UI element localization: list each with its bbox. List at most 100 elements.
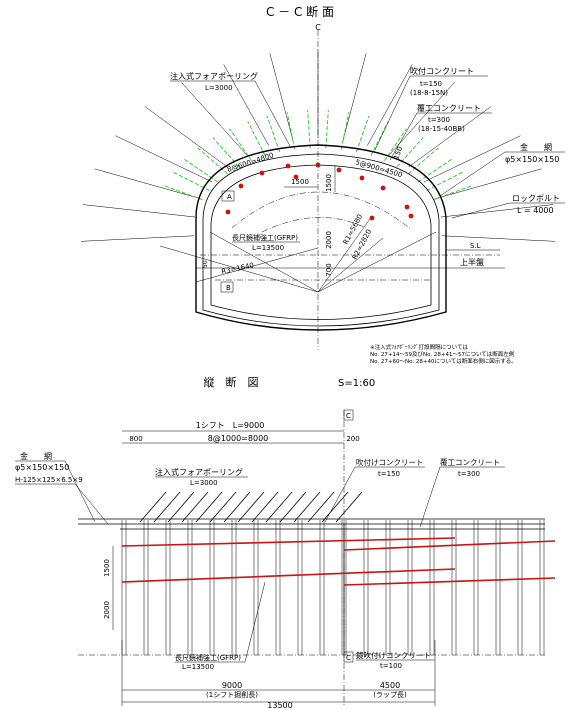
long-wire-label: 金 網	[20, 451, 52, 461]
long-shotcrete-leader-diag	[324, 466, 356, 523]
rockbolt-radial-line	[80, 235, 195, 242]
long-forepoling-length: L=3000	[190, 479, 218, 487]
radial-lines	[80, 49, 556, 242]
face-shotcrete-label: 鏡吹付けコンクリート	[356, 650, 431, 660]
gfrp-dot	[225, 209, 231, 215]
forepoling-green-line	[408, 147, 439, 175]
shotcrete-label: 吹付コンクリート	[410, 66, 474, 76]
invert-radius-line-3	[317, 231, 437, 293]
rockbolt-length: L = 4000	[517, 206, 554, 215]
note-line-1: ※注入式ﾌｫｱﾎﾟｰﾘﾝｸﾞ打設間隔については	[370, 343, 468, 351]
rockbolt-radial-line	[434, 168, 542, 200]
forepoling-green-line	[396, 137, 424, 168]
rockbolt-radial-line	[144, 106, 228, 168]
note-line-3: No. 27+60～No. 28+40については断面右側に図示する。	[370, 357, 517, 365]
note-line-2: No. 27+14～59及びNo. 28+41～57については断面左側	[370, 350, 515, 358]
wire-mesh-spec: φ5×150×150	[505, 155, 559, 164]
forepoling-line	[181, 491, 209, 523]
forepoling-green-line	[355, 115, 370, 153]
reinforce-length: L=13500	[252, 244, 284, 252]
steel-leader-diag	[74, 483, 109, 525]
gfrp-dot	[259, 170, 265, 176]
forepoling-line	[293, 491, 321, 523]
forepoling-green-line	[286, 112, 296, 150]
forepoling-green-line	[184, 159, 218, 183]
forepoling-line	[307, 491, 335, 523]
forepoling-line	[251, 491, 279, 523]
gfrp-bar-2	[121, 568, 456, 583]
forepoling-line	[223, 491, 251, 523]
rockbolt-radial-line	[94, 168, 202, 200]
forepoling-line	[195, 491, 223, 523]
forepoling-length: L=3000	[205, 84, 233, 92]
rockbolt-radial-line	[82, 204, 196, 218]
dim-1500-v: 1500	[325, 174, 333, 192]
long-centerline-mark-bottom: C	[346, 654, 351, 662]
forepoling-green-lines	[164, 110, 472, 201]
long-shotcrete-t: t=150	[378, 470, 400, 478]
section-centerline-mark: C	[315, 23, 321, 32]
face-shotcrete-t: t=100	[380, 662, 402, 670]
long-centerline-mark: C	[346, 412, 351, 420]
forepoling-line	[237, 491, 265, 523]
rockbolt-radial-line	[223, 64, 269, 146]
long-dim-1500: 1500	[103, 559, 111, 577]
cross-section: C － C 断 面 C S.L 上半盤 1500 15	[80, 4, 565, 365]
shotcrete-inner-line	[202, 153, 440, 327]
lining-leader-diag	[389, 112, 418, 161]
dim-9000-note: (1シフト掘削長)	[206, 690, 258, 699]
dim-r3: R3=1640	[221, 261, 255, 276]
shotcrete-leader-diag	[374, 75, 411, 151]
long-reinforce-leader-diag	[244, 581, 266, 663]
forepoling-green-line	[426, 171, 463, 191]
dim-13500: 13500	[267, 701, 292, 709]
gfrp-dot	[359, 175, 365, 181]
dim-800: 800	[129, 435, 142, 443]
forepoling-line	[139, 491, 167, 523]
gfrp-inner-arc	[261, 217, 367, 233]
dim-2000: 2000	[325, 231, 333, 249]
forepoling-line	[167, 491, 195, 523]
gfrp-dot	[285, 163, 291, 169]
gfrp-dot	[293, 174, 299, 180]
wire-mesh-label: 金 網	[520, 142, 552, 152]
dim-200: 200	[346, 435, 359, 443]
dim-8at1000: 8@1000=8000	[208, 434, 269, 443]
forepoling-green-line	[164, 185, 203, 201]
invert-radius-line-2	[209, 231, 319, 293]
marker-a-box	[221, 190, 235, 202]
forepoling-line	[321, 491, 349, 523]
r3-radius-line	[195, 247, 319, 283]
dim-4500: 4500	[380, 681, 400, 690]
dim-shift: 1シフト L=9000	[196, 421, 265, 430]
gfrp-dot	[238, 183, 244, 189]
long-reinforce-label: 長尺鏡補強工(GFRP)	[175, 653, 241, 662]
gfrp-dot	[380, 185, 386, 191]
forepoling-green-line	[197, 147, 228, 175]
forepoling-green-line	[266, 115, 281, 153]
lining-thickness: t=300	[428, 116, 450, 124]
rockbolt-radial-line	[423, 135, 521, 183]
longitudinal-section: 縦 断 図 S=1:60 C C 1シフト L=9000 800 8@1000=…	[15, 375, 556, 709]
marker-b: B	[226, 284, 231, 292]
forepoling-green-line	[247, 121, 266, 157]
steel-label: H-125×125×6.5×9	[15, 476, 83, 484]
rockbolt-radial-line	[367, 64, 413, 146]
dim-1500-h: 1500	[291, 178, 309, 186]
dim-4500-note: (ラップ長)	[373, 691, 407, 699]
rockbolt-label: ロックボルト	[512, 194, 560, 203]
long-lining-leader-diag	[419, 466, 441, 528]
rockbolt-radial-line	[441, 235, 556, 242]
forepoling-line	[209, 491, 237, 523]
long-lining-t: t=300	[458, 470, 480, 478]
long-reinforce-length: L=13500	[182, 663, 214, 671]
rockbolt-radial-line	[408, 106, 492, 168]
r1-radius-line	[317, 215, 373, 293]
gfrp-bar-3	[343, 540, 556, 551]
long-wire-spec: φ5×150×150	[15, 463, 69, 472]
shotcrete-spec: (18-8-15N)	[410, 89, 448, 97]
rockbolt-radial-line	[440, 204, 554, 218]
long-lining-label: 覆工コンクリート	[440, 458, 500, 467]
forepoling-green-line	[433, 185, 472, 201]
